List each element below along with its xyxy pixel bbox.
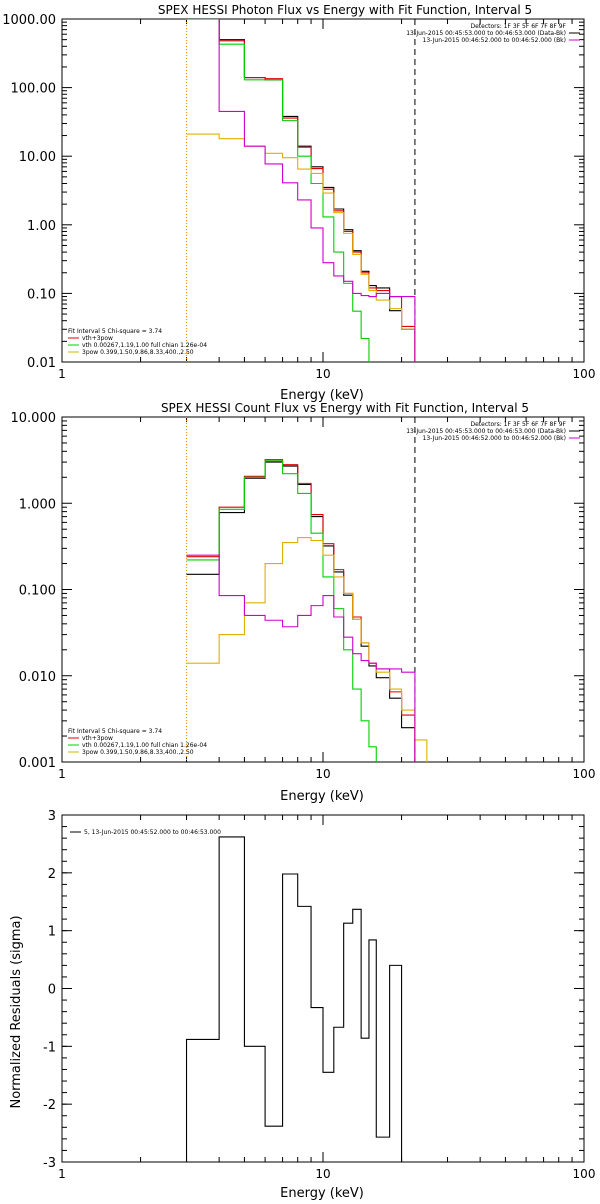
residuals-x-tick-label: 1 bbox=[58, 1167, 66, 1181]
count-flux-y-tick-label: 1.000 bbox=[19, 497, 56, 512]
count-flux-series-4-step-line bbox=[186, 554, 416, 762]
photon-flux-series-3-step-line bbox=[186, 133, 416, 362]
count-flux-x-axis-label: Energy (keV) bbox=[280, 789, 364, 804]
count-flux-y-tick-label: 10.000 bbox=[11, 411, 57, 426]
photon-flux-legend-tr-text: 13-Jun-2015 00:45:53.000 to 00:46:53.000… bbox=[406, 30, 566, 37]
count-flux-series-3-step-line bbox=[186, 537, 428, 762]
residuals-y-tick-label: 1 bbox=[48, 925, 56, 940]
count-flux-legend-bl-text: vth+3pow bbox=[82, 735, 113, 742]
residuals-y-tick-label: -2 bbox=[43, 1098, 56, 1113]
residuals-y-tick-label: 2 bbox=[48, 867, 56, 882]
count-flux-data-layer bbox=[186, 417, 428, 762]
residuals-series-0-step-line bbox=[185, 836, 403, 1162]
residuals-panel: Energy (keV) Normalized Residuals (sigma… bbox=[9, 809, 596, 1201]
count-flux-y-tick-label: 0.100 bbox=[19, 584, 56, 599]
residuals-legend-tl-text: 5, 13-Jun-2015 00:45:52.000 to 00:46:53.… bbox=[84, 829, 221, 836]
photon-flux-y-tick-label: 10.00 bbox=[19, 150, 56, 165]
photon-flux-series-2-step-line bbox=[186, 19, 370, 362]
count-flux-x-tick-label: 1 bbox=[58, 767, 66, 781]
count-flux-axes-frame bbox=[61, 416, 585, 763]
count-flux-series-2-step-line bbox=[186, 460, 377, 762]
count-flux-title: SPEX HESSI Count Flux vs Energy with Fit… bbox=[161, 401, 529, 415]
count-flux-legend-bl-text: Fit Interval 5 Chi-square = 3.74 bbox=[68, 728, 162, 735]
photon-flux-series-1-step-line bbox=[186, 19, 416, 362]
count-flux-legend-bl-text: 3pow 0.399,1.50,9.86,8.33,400.,2.50 bbox=[82, 749, 194, 756]
count-flux-legend-tr-text: 13-Jun-2015 00:45:53.000 to 00:46:53.000… bbox=[406, 428, 566, 435]
count-flux-legend-bl-text: vth 0.00267,1.19,1.00 full chian 1.26e-0… bbox=[82, 742, 207, 749]
residuals-axes-frame bbox=[61, 814, 585, 1163]
count-flux-legend-tr-text: 13-Jun-2015 00:46:52.000 to 00:46:52.000… bbox=[423, 435, 566, 442]
count-flux-legend-tr-text: Detectors: 1F 3F 5F 6F 7F 8F 9F bbox=[470, 421, 566, 428]
residuals-y-tick-label: -3 bbox=[43, 1156, 56, 1171]
photon-flux-y-tick-label: 1.00 bbox=[27, 219, 56, 234]
count-flux-panel: SPEX HESSI Count Flux vs Energy with Fit… bbox=[11, 401, 596, 804]
residuals-y-tick-label: -1 bbox=[43, 1040, 56, 1055]
residuals-data-layer bbox=[185, 836, 403, 1162]
photon-flux-y-tick-label: 0.10 bbox=[27, 287, 56, 302]
count-flux-y-tick-label: 0.001 bbox=[19, 756, 56, 771]
photon-flux-y-tick-label: 1000.00 bbox=[2, 13, 56, 28]
photon-flux-panel: SPEX HESSI Photon Flux vs Energy with Fi… bbox=[2, 3, 596, 403]
count-flux-x-tick-label: 10 bbox=[315, 767, 330, 781]
photon-flux-y-tick-label: 100.00 bbox=[11, 82, 57, 97]
photon-flux-title: SPEX HESSI Photon Flux vs Energy with Fi… bbox=[158, 3, 532, 17]
residuals-y-tick-label: 0 bbox=[48, 983, 56, 998]
photon-flux-series-0-step-line bbox=[186, 19, 416, 362]
residuals-x-tick-label: 100 bbox=[573, 1167, 596, 1181]
photon-flux-x-axis-label: Energy (keV) bbox=[280, 388, 364, 403]
photon-flux-x-tick-label: 100 bbox=[573, 367, 596, 381]
photon-flux-x-tick-label: 1 bbox=[58, 367, 66, 381]
residuals-y-axis-label: Normalized Residuals (sigma) bbox=[9, 915, 24, 1108]
photon-flux-legend-tr-text: 13-Jun-2015 00:46:52.000 to 00:46:52.000… bbox=[423, 37, 566, 44]
photon-flux-data-layer bbox=[186, 19, 416, 362]
residuals-x-tick-label: 10 bbox=[315, 1167, 330, 1181]
photon-flux-y-tick-label: 0.01 bbox=[27, 356, 56, 371]
photon-flux-legend-bl-text: vth 0.00267,1.19,1.00 full chian 1.26e-0… bbox=[82, 342, 207, 349]
count-flux-y-tick-label: 0.010 bbox=[19, 670, 56, 685]
photon-flux-legend-bl-text: Fit Interval 5 Chi-square = 3.74 bbox=[68, 328, 162, 335]
residuals-x-axis-label: Energy (keV) bbox=[280, 1186, 364, 1200]
residuals-y-tick-label: 3 bbox=[48, 809, 56, 824]
photon-flux-legend-bl-text: vth+3pow bbox=[82, 335, 113, 342]
count-flux-x-tick-label: 100 bbox=[573, 767, 596, 781]
photon-flux-series-4-step-line bbox=[186, 19, 416, 362]
photon-flux-x-tick-label: 10 bbox=[315, 367, 330, 381]
photon-flux-legend-bl-text: 3pow 0.399,1.50,9.86,8.33,400.,2.50 bbox=[82, 349, 194, 356]
photon-flux-legend-tr-text: Detectors: 1F 3F 5F 6F 7F 8F 9F bbox=[470, 23, 566, 30]
